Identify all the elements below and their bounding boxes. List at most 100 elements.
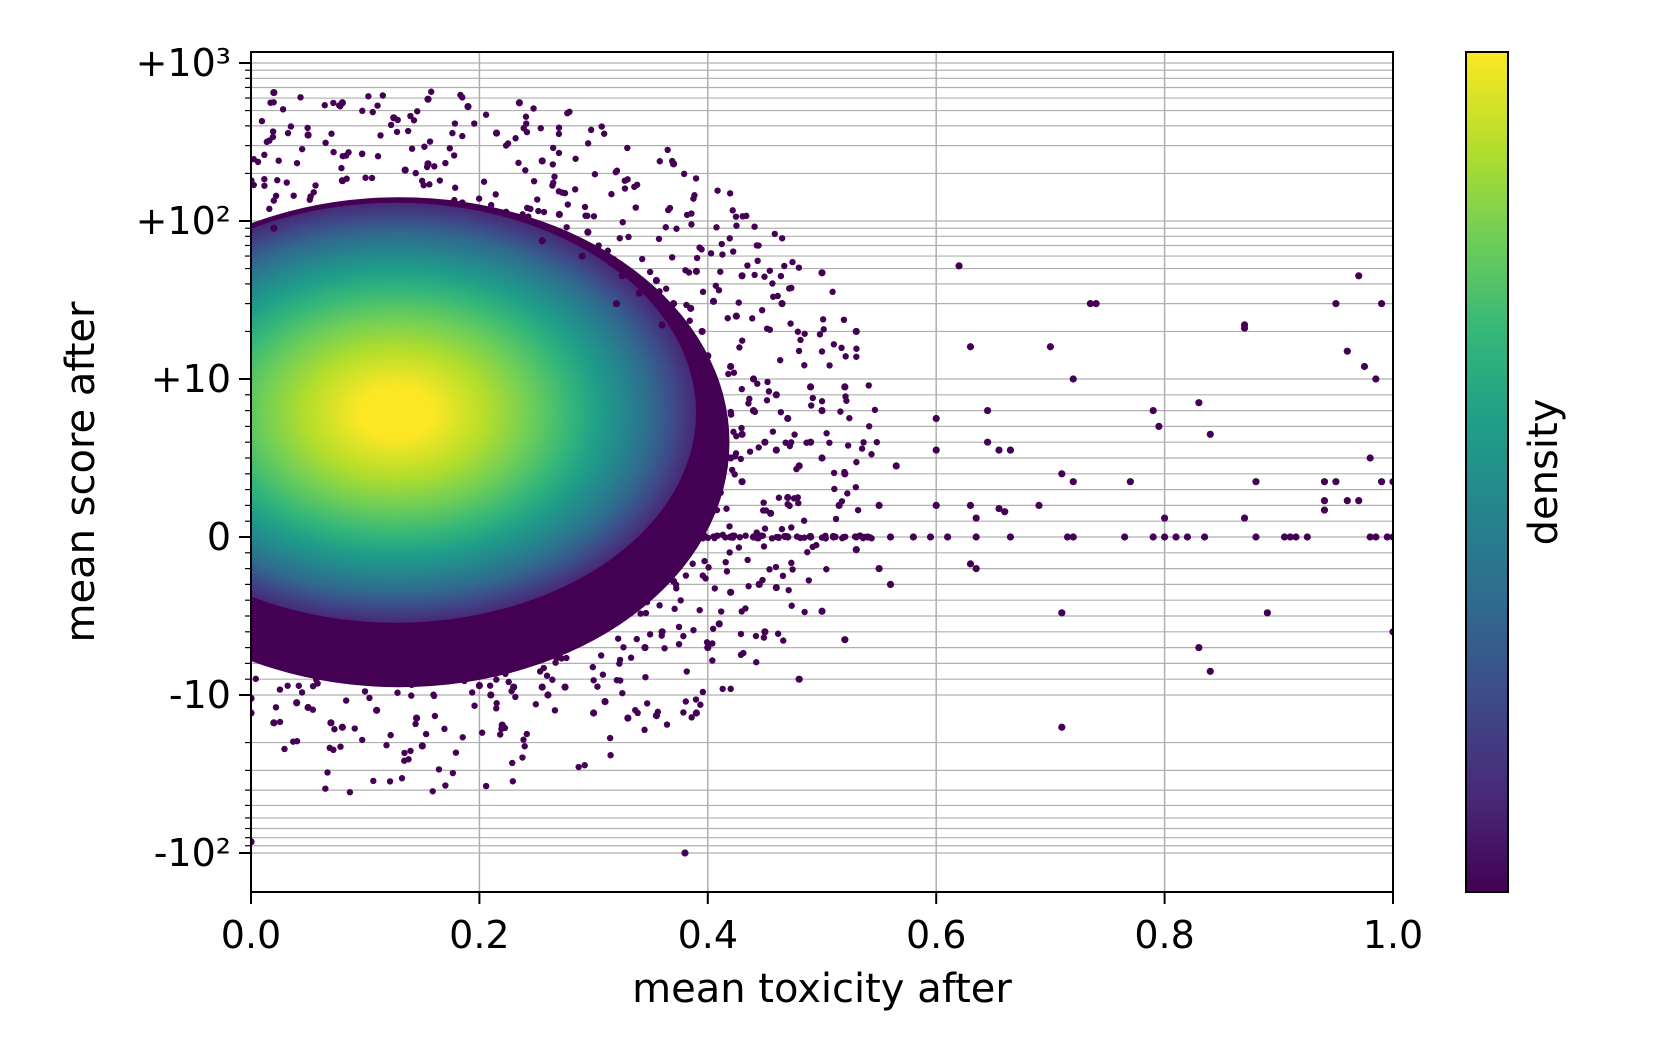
scatter-point	[983, 438, 992, 446]
scatter-points	[251, 88, 1393, 857]
scatter-point	[297, 94, 304, 101]
scatter-point	[482, 782, 490, 790]
scatter-point	[835, 501, 843, 509]
scatter-point	[581, 762, 588, 769]
scatter-point	[330, 99, 337, 107]
scatter-point	[1377, 478, 1386, 486]
scatter-point	[852, 533, 860, 541]
scatter-point	[819, 316, 827, 323]
scatter-point	[658, 321, 666, 329]
scatter-point	[704, 352, 712, 360]
scatter-point	[487, 691, 495, 699]
scatter-point	[365, 93, 372, 100]
scatter-point	[578, 252, 586, 260]
scatter-point	[1063, 533, 1072, 541]
x-tick-label: 0.0	[221, 913, 281, 957]
scatter-point	[588, 244, 595, 251]
scatter-point	[1058, 723, 1066, 731]
scatter-point	[966, 560, 975, 568]
scatter-point	[779, 572, 787, 580]
scatter-point	[309, 682, 317, 690]
scatter-point	[806, 533, 815, 541]
scatter-point	[701, 557, 708, 565]
scatter-point	[1172, 533, 1180, 541]
scatter-point	[498, 721, 506, 729]
scatter-point	[327, 658, 335, 666]
scatter-point	[688, 210, 695, 217]
x-tick-label: 0.4	[678, 913, 738, 957]
scatter-point	[715, 620, 723, 628]
x-axis-label: mean toxicity after	[632, 966, 1012, 1012]
scatter-point	[740, 649, 747, 657]
scatter-point	[736, 534, 744, 541]
scatter-point	[584, 140, 592, 147]
scatter-point	[726, 190, 734, 197]
scatter-point	[699, 288, 707, 296]
scatter-point	[689, 560, 696, 567]
y-axis-label: mean score after	[58, 301, 104, 643]
scatter-point	[486, 653, 493, 661]
scatter-point	[572, 155, 579, 162]
scatter-point	[509, 778, 517, 785]
scatter-point	[732, 312, 740, 320]
scatter-point	[818, 607, 826, 615]
scatter-point	[604, 247, 612, 254]
scatter-point	[536, 668, 544, 675]
scatter-point	[778, 300, 786, 308]
scatter-point	[601, 697, 609, 706]
scatter-point	[422, 730, 430, 738]
scatter-point	[791, 431, 798, 438]
scatter-point	[777, 272, 785, 280]
scatter-point	[313, 676, 320, 684]
scatter-point	[351, 676, 358, 683]
scatter-point	[608, 190, 615, 198]
scatter-point	[351, 725, 358, 732]
scatter-point	[328, 130, 335, 137]
scatter-point	[1058, 470, 1066, 478]
scatter-point	[995, 446, 1003, 454]
scatter-point	[871, 406, 879, 414]
scatter-point	[983, 407, 992, 415]
scatter-point	[680, 709, 687, 716]
scatter-point	[875, 501, 883, 509]
scatter-point	[868, 451, 875, 458]
scatter-point	[669, 160, 678, 168]
scatter-point	[787, 320, 794, 327]
scatter-point	[478, 729, 486, 736]
scatter-point	[795, 675, 803, 683]
scatter-point	[668, 254, 676, 261]
scatter-point	[418, 665, 426, 672]
y-tick-label: 0	[207, 515, 231, 559]
scatter-point	[324, 769, 331, 776]
y-tick-label: +10	[151, 357, 231, 401]
scatter-point	[538, 683, 546, 691]
scatter-point	[619, 218, 626, 226]
scatter-point	[599, 671, 607, 678]
scatter-point	[772, 583, 780, 592]
scatter-point	[407, 747, 414, 755]
scatter-point	[540, 649, 547, 657]
scatter-point	[727, 362, 735, 371]
scatter-point	[477, 667, 485, 674]
scatter-point	[523, 128, 531, 136]
scatter-point	[691, 192, 698, 199]
scatter-point	[715, 391, 723, 399]
scatter-point	[753, 242, 761, 249]
scatter-point	[272, 704, 280, 711]
scatter-point	[760, 499, 767, 506]
scatter-point	[1383, 533, 1391, 541]
scatter-point	[726, 549, 733, 556]
scatter-point	[808, 402, 815, 409]
scatter-point	[742, 605, 749, 612]
scatter-point	[446, 145, 453, 152]
scatter-point	[640, 534, 647, 541]
scatter-point	[1343, 347, 1351, 355]
scatter-point	[1200, 533, 1209, 541]
scatter-point	[635, 289, 643, 297]
scatter-point	[555, 210, 563, 219]
scatter-point	[492, 191, 499, 198]
scatter-point	[1046, 343, 1054, 351]
scatter-point	[772, 391, 780, 399]
scatter-point	[853, 458, 860, 466]
scatter-point	[270, 99, 277, 106]
